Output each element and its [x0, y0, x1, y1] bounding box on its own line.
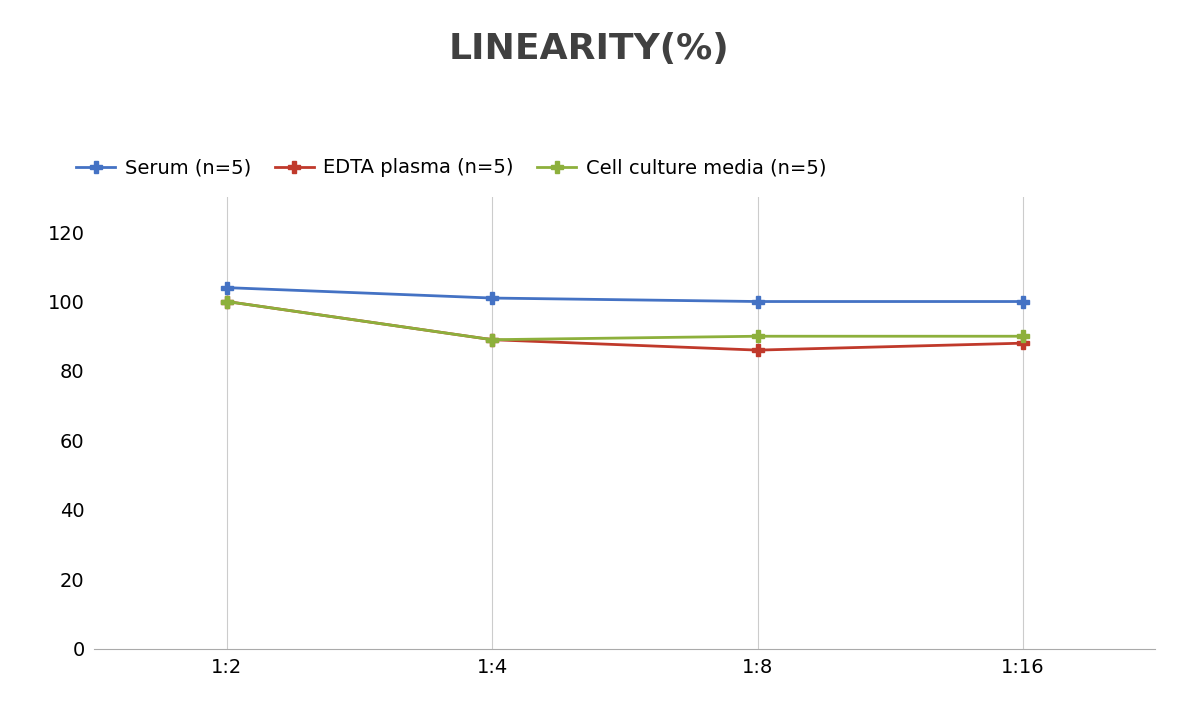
- Serum (n=5): [220, 283, 235, 292]
- Cell culture media (n=5): [220, 298, 235, 306]
- EDTA plasma (n=5): [1016, 339, 1030, 348]
- Line: Serum (n=5): Serum (n=5): [220, 281, 1029, 308]
- Line: EDTA plasma (n=5): EDTA plasma (n=5): [220, 295, 1029, 356]
- EDTA plasma (n=5): [751, 346, 765, 355]
- Serum (n=5): [751, 298, 765, 306]
- EDTA plasma (n=5): [486, 336, 500, 344]
- Text: LINEARITY(%): LINEARITY(%): [449, 32, 730, 66]
- Legend: Serum (n=5), EDTA plasma (n=5), Cell culture media (n=5): Serum (n=5), EDTA plasma (n=5), Cell cul…: [68, 151, 834, 185]
- Cell culture media (n=5): [1016, 332, 1030, 341]
- Line: Cell culture media (n=5): Cell culture media (n=5): [220, 295, 1029, 346]
- Serum (n=5): [486, 294, 500, 302]
- Serum (n=5): [1016, 298, 1030, 306]
- Cell culture media (n=5): [486, 336, 500, 344]
- EDTA plasma (n=5): [220, 298, 235, 306]
- Cell culture media (n=5): [751, 332, 765, 341]
